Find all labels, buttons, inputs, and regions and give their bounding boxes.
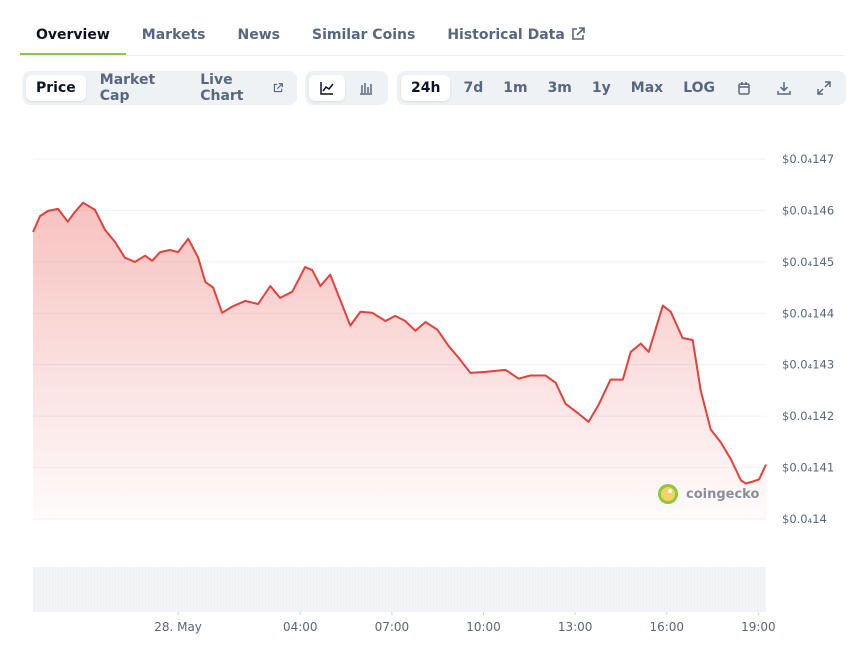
download-icon [777, 82, 791, 95]
price-line [32, 201, 767, 485]
y-tick-label: $0.0₄141 [782, 461, 834, 475]
tab-label: Overview [36, 27, 110, 43]
x-tick-label: 10:00 [466, 620, 501, 634]
tab-label: Markets [141, 27, 206, 43]
external-link-icon [273, 83, 283, 93]
y-tick-label: $0.0₄146 [782, 203, 834, 217]
button-label: Market Cap [99, 72, 156, 104]
button[interactable]: 24h [401, 75, 451, 101]
chart-style-switch [305, 71, 388, 105]
y-tick-label: $0.0₄144 [782, 306, 834, 320]
button[interactable]: Market Cap [90, 72, 186, 104]
tab-label: Historical Data [447, 27, 565, 43]
calendar-icon [738, 82, 750, 95]
tab[interactable]: Markets [126, 20, 222, 48]
tab[interactable]: Historical Data [431, 20, 601, 48]
expand-icon [817, 81, 831, 95]
button-label: Max [630, 80, 664, 96]
button[interactable]: Max [621, 75, 673, 101]
button-label: 1m [503, 80, 528, 96]
y-tick-label: $0.0₄142 [782, 409, 834, 423]
y-tick-label: $0.0₄14 [782, 512, 827, 526]
x-tick-label: 28. May [154, 620, 202, 634]
watermark-text: coingecko [686, 487, 759, 502]
calendar-button[interactable] [725, 75, 763, 101]
button[interactable]: Price [26, 75, 86, 101]
button[interactable]: 1m [493, 75, 537, 101]
candle-chart-button[interactable] [348, 75, 384, 101]
watermark: coingecko [658, 484, 759, 504]
view-switch: Price Market Cap Live Chart [22, 71, 297, 105]
line-chart-button[interactable] [309, 75, 345, 101]
x-tick-label: 07:00 [375, 620, 410, 634]
x-tick-label: 19:00 [741, 620, 776, 634]
fullscreen-button[interactable] [805, 75, 843, 101]
tab[interactable]: Similar Coins [296, 20, 431, 48]
range-switch: 24h 7d 1m 3m 1y Max LOG [397, 71, 846, 105]
button[interactable]: Live Chart [190, 72, 293, 104]
external-link-icon [572, 27, 585, 40]
button-label: 3m [547, 80, 572, 96]
plot [32, 201, 767, 519]
price-chart: $0.0₄14 $0.0₄141 $0.0₄142 $0.0₄143 $0.0₄144 $… [32, 152, 834, 634]
button-label: Price [36, 80, 76, 96]
x-tick-label: 16:00 [649, 620, 684, 634]
price-area [33, 202, 766, 519]
button[interactable]: LOG [673, 75, 725, 101]
tab-label: Similar Coins [312, 27, 416, 43]
tab-label: News [237, 27, 281, 43]
tab[interactable]: Overview [20, 20, 126, 55]
button[interactable]: 1y [582, 75, 621, 101]
button[interactable]: 7d [453, 75, 493, 101]
button-label: 1y [591, 80, 611, 96]
line-icon [320, 82, 334, 95]
button-label: 24h [411, 80, 441, 96]
button-label: LOG [683, 80, 716, 96]
volume-band [32, 567, 766, 612]
x-tick-label: 04:00 [283, 620, 318, 634]
y-tick-label: $0.0₄143 [782, 358, 834, 372]
button[interactable]: 3m [538, 75, 582, 101]
tab[interactable]: News [222, 20, 296, 48]
candle-icon [360, 83, 372, 95]
download-button[interactable] [763, 75, 805, 101]
y-tick-label: $0.0₄145 [782, 255, 834, 269]
y-tick-label: $0.0₄147 [782, 152, 834, 166]
button-label: 7d [463, 80, 484, 96]
button-label: Live Chart [200, 72, 244, 104]
x-tick-label: 13:00 [558, 620, 593, 634]
tab-bar: Overview Markets News Similar Coins Hist… [20, 20, 845, 56]
volume-background [33, 567, 766, 612]
